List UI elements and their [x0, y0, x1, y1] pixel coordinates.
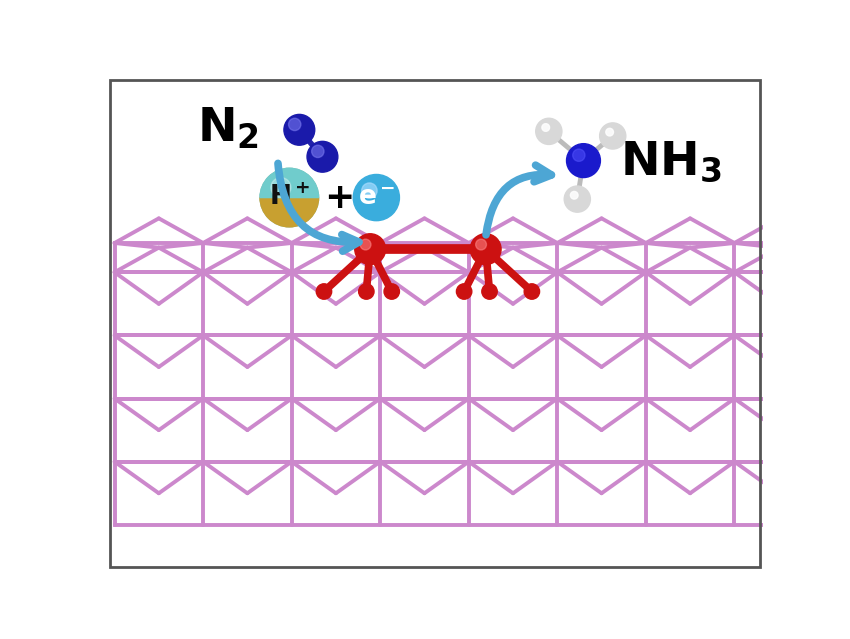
Text: $\mathbf{NH_3}$: $\mathbf{NH_3}$: [620, 140, 722, 185]
Circle shape: [564, 186, 591, 212]
Circle shape: [312, 145, 324, 158]
Circle shape: [307, 141, 337, 172]
Circle shape: [536, 118, 562, 144]
Circle shape: [524, 284, 540, 299]
Circle shape: [354, 234, 386, 265]
Wedge shape: [260, 168, 319, 197]
FancyArrowPatch shape: [486, 165, 552, 235]
Circle shape: [566, 144, 600, 178]
Circle shape: [482, 284, 497, 299]
Circle shape: [362, 183, 377, 198]
Text: $\mathbf{e^-}$: $\mathbf{e^-}$: [358, 185, 395, 211]
Circle shape: [354, 174, 399, 220]
Circle shape: [570, 192, 578, 199]
Text: $\mathbf{+}$: $\mathbf{+}$: [324, 181, 352, 215]
Circle shape: [476, 239, 486, 250]
Circle shape: [606, 128, 614, 136]
Circle shape: [470, 234, 501, 265]
Circle shape: [456, 284, 472, 299]
Text: $\mathbf{H^+}$: $\mathbf{H^+}$: [269, 185, 310, 211]
Circle shape: [316, 284, 332, 299]
Circle shape: [384, 284, 399, 299]
Circle shape: [271, 178, 291, 197]
Circle shape: [260, 168, 319, 227]
Circle shape: [288, 118, 301, 130]
Circle shape: [360, 239, 371, 250]
Wedge shape: [260, 197, 319, 227]
Text: $\mathbf{N_2}$: $\mathbf{N_2}$: [196, 105, 258, 151]
FancyArrowPatch shape: [278, 164, 359, 251]
Circle shape: [542, 124, 550, 132]
Circle shape: [284, 114, 314, 145]
Circle shape: [359, 284, 374, 299]
Circle shape: [599, 123, 626, 149]
Circle shape: [573, 149, 585, 162]
